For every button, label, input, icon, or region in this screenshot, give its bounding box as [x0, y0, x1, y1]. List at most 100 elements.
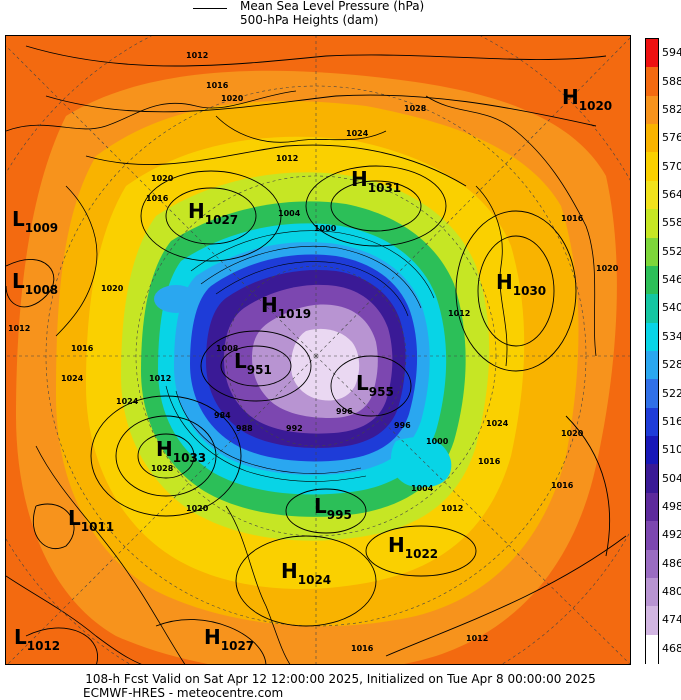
colorbar-swatch — [646, 294, 658, 324]
isobar-label: 1020 — [151, 174, 174, 183]
forecast-valid-text: 108-h Fcst Valid on Sat Apr 12 12:00:00 … — [85, 672, 596, 686]
isobar-label: 1020 — [101, 284, 124, 293]
pressure-center-high: H1033 — [156, 437, 206, 465]
isobar-label: 1008 — [216, 344, 239, 353]
colorbar-swatch — [646, 577, 658, 607]
isobar-label: 1020 — [596, 264, 619, 273]
colorbar-swatch — [646, 492, 658, 522]
colorbar-swatch — [646, 95, 658, 125]
weather-map: 1012 1016 1020 1024 1028 1012 1016 1020 … — [5, 35, 631, 665]
colorbar-swatch — [646, 237, 658, 267]
isobar-label: 1016 — [551, 481, 574, 490]
colorbar-swatch — [646, 180, 658, 210]
map-legend: Mean Sea Level Pressure (hPa) 500-hPa He… — [190, 0, 490, 30]
isobar-label: 1000 — [314, 224, 337, 233]
colorbar-label: 498 — [662, 500, 681, 513]
pressure-center-low: L955 — [356, 371, 394, 399]
colorbar-swatch — [646, 39, 658, 68]
colorbar-label: 564 — [662, 188, 681, 201]
pressure-center-low: L1009 — [12, 207, 58, 235]
colorbar-swatch — [646, 407, 658, 437]
isobar-label: 988 — [236, 424, 253, 433]
legend-heights-label: 500-hPa Heights (dam) — [240, 13, 379, 27]
colorbar-label: 570 — [662, 159, 681, 173]
pressure-center-low: L1011 — [68, 506, 114, 534]
isobar-label: 1024 — [486, 419, 509, 428]
colorbar-label: 594 — [662, 46, 681, 60]
colorbar-swatch — [646, 322, 658, 352]
colorbar-label: 534 — [662, 329, 681, 343]
isobar-label: 1012 — [441, 504, 463, 513]
pressure-center-low: L995 — [314, 494, 352, 522]
isobar-label: 1000 — [426, 437, 449, 446]
colorbar-label: 546 — [662, 273, 681, 287]
pressure-center-high: H1027 — [204, 625, 254, 653]
colorbar-label: 528 — [662, 358, 681, 372]
colorbar-swatch — [646, 265, 658, 295]
colorbar-label: 468 — [662, 641, 681, 655]
pressure-center-low: L951 — [234, 349, 272, 377]
isobar-label: 1028 — [151, 464, 174, 473]
colorbar-label: 474 — [662, 613, 681, 627]
isobar-label: 1024 — [116, 397, 139, 406]
pressure-center-low: L1008 — [12, 269, 58, 297]
isobar-label: 1028 — [404, 104, 427, 113]
isobar-legend-swatch — [193, 8, 227, 9]
colorbar-label: 576 — [662, 131, 681, 145]
lat-lon-grid — [6, 36, 630, 664]
model-source-text: ECMWF-HRES - meteocentre.com — [83, 686, 284, 700]
colorbar-label: 516 — [662, 414, 681, 428]
isobar-label: 1012 — [448, 309, 470, 318]
colorbar-label: 582 — [662, 102, 681, 116]
height-contours — [165, 230, 435, 482]
colorbar-label: 588 — [662, 74, 681, 88]
isobar-label: 1024 — [61, 374, 84, 383]
isobar-label: 1016 — [561, 214, 584, 223]
colorbar-swatch — [646, 209, 658, 239]
isobar-label: 1012 — [276, 154, 298, 163]
colorbar-label: 540 — [662, 301, 681, 315]
isobar-label: 996 — [394, 421, 411, 430]
pressure-centers: H1020 H1031 H1027 L1009 L1008 H1030 H101… — [12, 85, 612, 653]
isobar-label: 1012 — [186, 51, 208, 60]
colorbar-label: 480 — [662, 585, 681, 599]
isobar-label: 996 — [336, 407, 353, 416]
isobar-label: 1012 — [8, 324, 30, 333]
isobar-value-labels: 1012 1016 1020 1024 1028 1012 1016 1020 … — [8, 51, 619, 653]
height-pocket-left — [154, 285, 198, 313]
colorbar-swatch — [646, 464, 658, 494]
pressure-center-low: L1012 — [14, 625, 60, 653]
pressure-center-high: H1031 — [351, 167, 401, 195]
isobar-label: 992 — [286, 424, 303, 433]
colorbar-swatch — [646, 606, 658, 636]
isobars — [6, 45, 627, 664]
height-pocket-right — [391, 437, 452, 488]
pressure-center-high: H1022 — [388, 533, 438, 561]
pressure-center-high: H1019 — [261, 293, 311, 321]
colorbar-swatch — [646, 351, 658, 380]
colorbar-label: 486 — [662, 556, 681, 570]
pressure-center-high: H1020 — [562, 85, 612, 113]
isobar-label: 1020 — [561, 429, 584, 438]
height-colorbar — [645, 38, 659, 664]
colorbar-label: 510 — [662, 443, 681, 457]
isobar-label: 1004 — [411, 484, 434, 493]
colorbar-label: 558 — [662, 216, 681, 230]
isobar-label: 1016 — [351, 644, 374, 653]
isobar-label: 1012 — [466, 634, 488, 643]
pressure-center-high: H1027 — [188, 199, 238, 227]
colorbar-swatch — [646, 152, 658, 182]
isobar-label: 1020 — [186, 504, 209, 513]
colorbar-label: 522 — [662, 386, 681, 400]
pressure-center-high: H1030 — [496, 270, 546, 298]
isobar-label: 984 — [214, 411, 231, 420]
isobar-label: 1012 — [149, 374, 171, 383]
colorbar-swatch — [646, 436, 658, 466]
isobar-label: 1016 — [71, 344, 94, 353]
colorbar-swatch — [646, 521, 658, 551]
colorbar-swatch — [646, 549, 658, 579]
colorbar-swatch — [646, 379, 658, 409]
pressure-center-high: H1024 — [281, 559, 331, 587]
colorbar-swatch — [646, 124, 658, 154]
isobar-label: 1024 — [346, 129, 369, 138]
